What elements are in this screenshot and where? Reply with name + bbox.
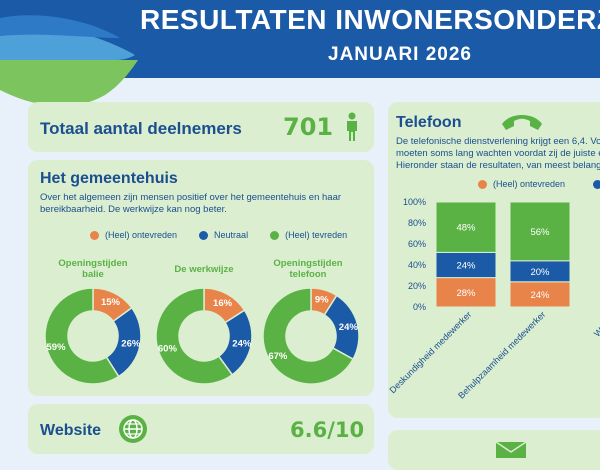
donut-label-werkwijze: De werkwijze [174,264,234,275]
donut-2-label-tevreden: 60% [158,343,178,354]
donut-label-openingstijden-balie: Openingstijden balie [58,258,128,280]
bar-1-ontevreden [435,277,497,308]
person-icon [347,112,357,141]
telefoon-bar-chart: 0% 20% 40% 60% 80% 100% 28% 24% 48% Deskundigheid… [388,197,600,401]
y-tick-label: 100% [403,197,426,207]
donut-1-label-tevreden: 59% [47,342,67,353]
telefoon-description: De telefonische dienstverlening krijgt e… [396,136,600,171]
y-tick-label: 40% [408,260,426,270]
mail-icon [496,442,526,458]
y-tick-label: 0% [413,302,426,312]
y-tick-label: 80% [408,218,426,228]
telefoon-title: Telefoon [396,114,462,131]
website-card: Website 6.6/10 [28,404,374,454]
category-label-1: Deskundigheid medewerker [388,309,473,395]
y-tick-label: 60% [408,239,426,249]
legend-ontevreden: (Heel) ontevreden [493,179,566,189]
legend-ontevreden: (Heel) ontevreden [105,230,178,240]
donut-1-label-neutraal: 26% [121,339,141,350]
donut-charts: 15% 26% 59% 16% 24% 60% 9% 24% 67% [44,287,360,385]
legend-neutraal: Neutraal [214,230,249,240]
bar-2-label-neutraal: 20% [530,267,550,278]
mail-card [388,430,600,470]
legend-dot-green [270,230,280,240]
telefoon-card: Telefoon De telefonische dienstverlening… [388,102,600,418]
bar-2-label-ontevreden: 24% [530,290,550,301]
green-wave-decoration [0,60,138,107]
y-tick-label: 20% [408,281,426,291]
legend-dot-orange [478,179,487,189]
page-subtitle: JANUARI 2026 [328,44,472,65]
donut-2-label-ontevreden: 16% [213,298,233,309]
bar-2-label-tevreden: 56% [530,227,550,238]
legend-tevreden: (Heel) tevreden [285,230,348,240]
gemeentehuis-description: Over het algemeen zijn mensen positief o… [40,192,342,215]
donut-1-label-ontevreden: 15% [101,297,121,308]
telefoon-legend: (Heel) ontevreden N [478,179,600,189]
category-label-3: Wachttij [592,309,600,338]
category-label-2: Behulpzaamheid medewerker [456,309,547,400]
bar-1-label-tevreden: 48% [456,223,476,234]
donut-2-slice-tevreden [155,287,234,385]
gemeentehuis-legend: (Heel) ontevreden Neutraal (Heel) tevred… [90,230,347,240]
phone-icon [502,115,542,130]
deelnemers-label: Totaal aantal deelnemers [40,119,242,138]
donut-label-openingstijden-telefoon: Openingstijden telefoon [273,258,343,280]
donut-3-label-ontevreden: 9% [315,295,329,306]
donut-3-label-tevreden: 67% [268,351,288,362]
bar-1-label-neutraal: 24% [456,261,476,272]
bar-1-tevreden [435,201,497,253]
bar-1-label-ontevreden: 28% [456,288,476,299]
donut-3-slice-tevreden [262,287,355,385]
globe-icon [119,415,147,443]
legend-dot-blue [593,179,600,189]
donut-3-label-neutraal: 24% [339,322,359,333]
page-title: RESULTATEN INWONERSONDERZ [140,4,600,35]
legend-dot-orange [90,230,99,240]
website-label: Website [40,422,102,439]
legend-dot-blue [199,230,209,240]
deelnemers-value: 701 [283,113,334,141]
donut-1-slice-tevreden [44,287,120,385]
donut-2-label-neutraal: 24% [232,339,252,350]
bar-2-tevreden [509,201,571,262]
bar-2-ontevreden [509,281,571,308]
gemeentehuis-card: Het gemeentehuis Over het algemeen zijn … [28,160,374,396]
bar-1-neutraal [435,251,497,279]
website-score: 6.6/10 [290,418,365,442]
deelnemers-card: Totaal aantal deelnemers 701 [28,102,374,152]
gemeentehuis-title: Het gemeentehuis [40,170,178,187]
